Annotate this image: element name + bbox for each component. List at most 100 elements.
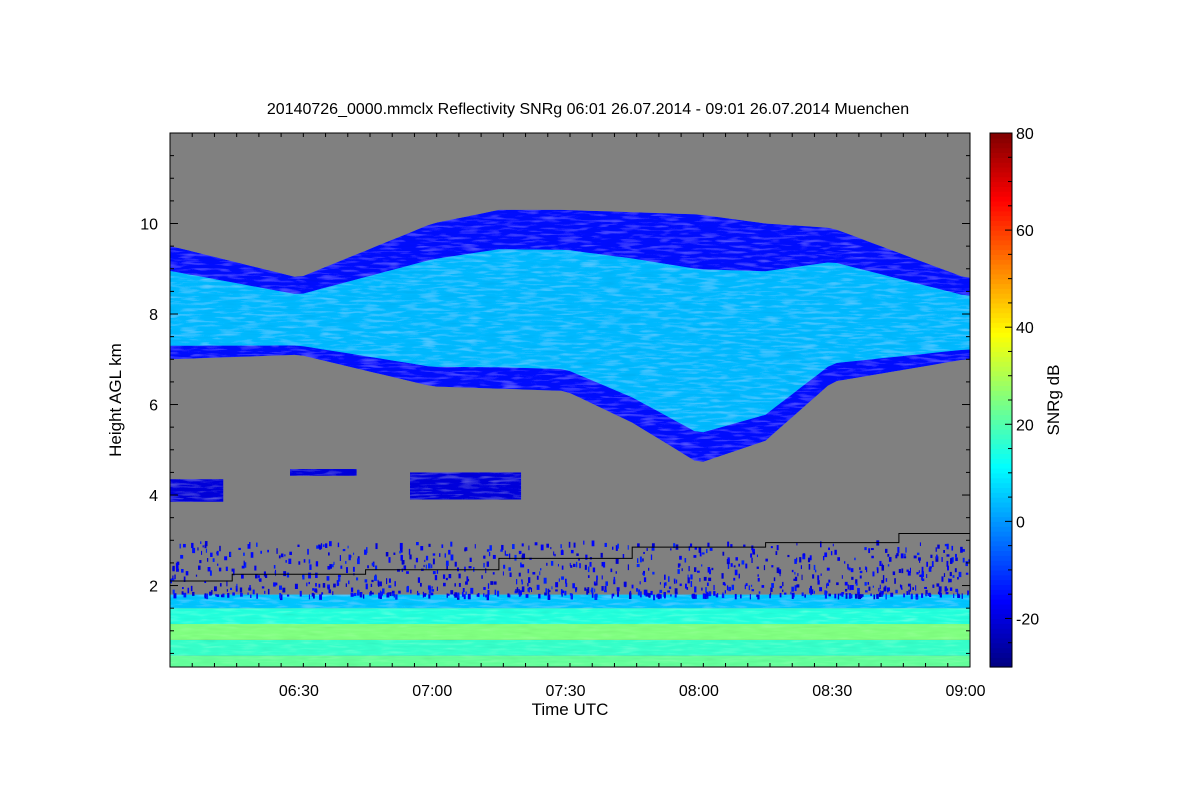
noise-speckle — [848, 593, 852, 599]
colorbar-segment — [990, 327, 1012, 333]
noise-speckle — [872, 571, 875, 577]
noise-speckle — [432, 571, 436, 575]
noise-speckle — [469, 557, 472, 562]
noise-speckle — [587, 575, 590, 578]
colorbar-segment — [990, 298, 1012, 304]
noise-speckle — [791, 593, 794, 599]
noise-speckle — [872, 585, 874, 588]
noise-speckle — [834, 593, 837, 599]
noise-speckle — [353, 592, 357, 597]
noise-speckle — [555, 589, 558, 592]
noise-speckle — [509, 553, 511, 560]
noise-speckle — [590, 589, 593, 592]
noise-speckle — [280, 553, 284, 558]
noise-speckle — [250, 594, 252, 598]
colorbar-segment — [990, 463, 1012, 469]
noise-speckle — [395, 594, 398, 600]
colorbar-segment — [990, 186, 1012, 192]
noise-speckle — [611, 546, 614, 550]
noise-speckle — [841, 593, 844, 597]
noise-speckle — [675, 579, 678, 584]
noise-speckle — [645, 592, 649, 597]
noise-speckle — [483, 562, 485, 568]
noise-speckle — [578, 557, 580, 561]
noise-speckle — [857, 592, 860, 595]
noise-speckle — [848, 567, 851, 571]
noise-speckle — [944, 543, 948, 547]
noise-speckle — [824, 593, 828, 599]
noise-speckle — [605, 581, 608, 586]
noise-speckle — [945, 591, 949, 595]
noise-speckle — [600, 552, 603, 558]
noise-speckle — [743, 544, 746, 548]
noise-speckle — [504, 550, 506, 556]
noise-speckle — [937, 544, 940, 549]
colorbar-segment — [990, 497, 1012, 503]
noise-speckle — [416, 592, 420, 596]
noise-speckle — [325, 543, 328, 548]
noise-speckle — [454, 583, 456, 587]
noise-speckle — [457, 592, 460, 598]
colorbar-segment — [990, 594, 1012, 600]
noise-speckle — [707, 542, 710, 548]
noise-speckle — [546, 562, 548, 566]
boundary-layer-echo-band — [170, 624, 970, 640]
noise-speckle — [321, 592, 324, 595]
noise-speckle — [801, 592, 804, 597]
colorbar-tick-label: 20 — [1016, 417, 1034, 434]
colorbar-segment — [990, 385, 1012, 391]
noise-speckle — [210, 552, 213, 557]
noise-speckle — [333, 583, 336, 588]
colorbar-segment — [990, 448, 1012, 454]
noise-speckle — [667, 590, 671, 593]
colorbar-segment — [990, 147, 1012, 154]
noise-speckle — [826, 582, 829, 587]
colorbar-segment — [990, 268, 1012, 275]
noise-speckle — [286, 572, 290, 578]
noise-speckle — [611, 593, 613, 599]
noise-speckle — [175, 562, 179, 569]
noise-speckle — [859, 570, 863, 574]
noise-speckle — [531, 587, 533, 592]
noise-speckle — [613, 576, 616, 583]
colorbar-segment — [990, 230, 1012, 236]
noise-speckle — [876, 568, 879, 574]
noise-speckle — [629, 590, 632, 595]
noise-speckle — [730, 563, 733, 567]
noise-speckle — [921, 571, 924, 578]
noise-speckle — [860, 594, 864, 597]
noise-speckle — [668, 586, 672, 589]
colorbar-segment — [990, 404, 1012, 411]
noise-speckle — [954, 553, 957, 558]
noise-speckle — [668, 576, 670, 582]
noise-speckle — [884, 548, 888, 553]
noise-speckle — [702, 552, 705, 555]
noise-speckle — [195, 574, 198, 577]
noise-speckle — [794, 576, 798, 582]
colorbar-segment — [990, 273, 1012, 280]
noise-speckle — [454, 592, 458, 598]
noise-speckle — [793, 578, 796, 581]
colorbar-segment — [990, 603, 1012, 610]
noise-speckle — [929, 566, 932, 569]
noise-speckle — [957, 593, 960, 598]
noise-speckle — [645, 589, 648, 594]
noise-speckle — [965, 561, 968, 567]
y-axis: 2 4 6 8 10 — [140, 155, 970, 654]
noise-speckle — [653, 594, 656, 601]
noise-speckle — [448, 573, 452, 579]
noise-speckle — [733, 577, 736, 581]
noise-speckle — [847, 564, 849, 570]
noise-speckle — [921, 574, 923, 581]
colorbar-segment — [990, 535, 1012, 542]
noise-speckle — [173, 593, 177, 599]
noise-speckle — [844, 581, 848, 586]
noise-speckle — [878, 592, 882, 597]
colorbar-segment — [990, 264, 1012, 270]
noise-speckle — [802, 553, 806, 557]
noise-speckle — [745, 563, 748, 569]
noise-speckle — [586, 588, 589, 595]
noise-speckle — [315, 572, 318, 579]
noise-speckle — [643, 551, 645, 554]
noise-speckle — [450, 541, 453, 547]
